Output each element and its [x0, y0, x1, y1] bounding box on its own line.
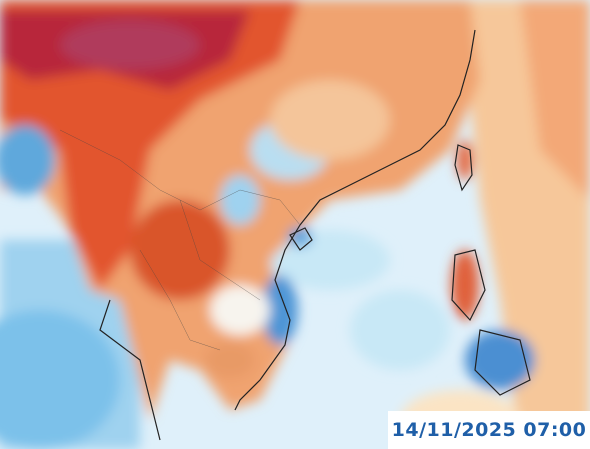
borders	[59, 129, 301, 351]
coastlines	[99, 29, 531, 441]
timestamp: 14/11/2025 07:00	[388, 411, 590, 449]
